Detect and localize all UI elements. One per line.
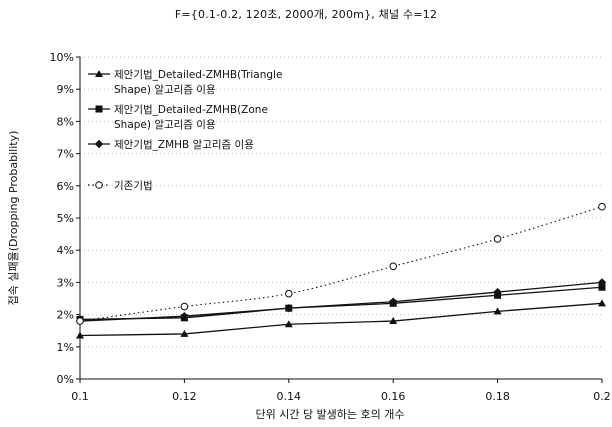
y-tick-label: 5% (57, 212, 74, 225)
y-tick-label: 0% (57, 373, 74, 386)
legend-item: 기존기법 (88, 180, 153, 192)
legend-triangle-marker (95, 70, 103, 77)
circle-marker (389, 262, 398, 271)
legend-label: Shape) 알고리즘 이용 (114, 84, 216, 96)
x-tick-label: 0.2 (593, 390, 611, 403)
legend-label: Shape) 알고리즘 이용 (114, 119, 216, 131)
triangle-marker (493, 307, 502, 315)
legend-label: 기존기법 (114, 180, 153, 192)
legend-circle-marker (95, 181, 103, 189)
y-axis-label: 접속 실패율(Dropping Probability) (7, 131, 20, 306)
legend-square-marker (95, 105, 103, 113)
y-tick-label: 9% (57, 83, 74, 96)
diamond-marker (180, 312, 189, 321)
y-tick-label: 8% (57, 115, 74, 128)
circle-marker (285, 289, 293, 298)
triangle-marker (389, 317, 398, 325)
legend-label: 제안기법_Detailed-ZMHB(Zone (114, 104, 268, 116)
y-tick-label: 7% (57, 148, 74, 161)
series-line (79, 206, 603, 322)
series-4 (76, 202, 606, 325)
series-line (79, 302, 603, 337)
triangle-marker (284, 320, 293, 328)
diamond-marker (284, 303, 293, 313)
triangle-marker (598, 299, 606, 307)
legend-label: 제안기법_Detailed-ZMHB(Triangle (114, 69, 282, 81)
data-series (75, 202, 607, 339)
legend-item: 제안기법_Detailed-ZMHB(Triangle Shape) 알고리즘 이… (88, 69, 282, 96)
series-line (79, 286, 603, 321)
diamond-marker (389, 297, 398, 306)
legend-diamond-marker (94, 139, 104, 149)
x-axis-ticks: 0.1 0.12 0.14 0.16 0.18 0.2 (71, 379, 611, 403)
y-tick-label: 6% (57, 180, 74, 193)
legend: 제안기법_Detailed-ZMHB(Triangle Shape) 알고리즘 이… (88, 69, 282, 192)
y-tick-label: 1% (57, 341, 74, 354)
legend-label: 제안기법_ZMHB 알고리즘 이용 (114, 139, 254, 151)
y-tick-label: 4% (57, 244, 74, 257)
diamond-marker (493, 287, 502, 297)
circle-marker (598, 202, 606, 211)
diamond-marker (597, 278, 607, 287)
y-tick-label: 3% (57, 276, 74, 289)
y-tick-label: 2% (57, 309, 74, 322)
y-axis-ticks: 0% 1% 2% 3% 4% 5% 6% 7% 8% 9% 10% (50, 51, 80, 386)
legend-item: 제안기법_Detailed-ZMHB(Zone Shape) 알고리즘 이용 (88, 104, 268, 131)
chart-title: F={0.1-0.2, 120초, 2000개, 200m}, 채널 수=12 (174, 8, 438, 21)
legend-item: 제안기법_ZMHB 알고리즘 이용 (88, 139, 254, 151)
circle-marker (180, 302, 189, 311)
series-1 (76, 299, 606, 339)
x-tick-label: 0.18 (485, 390, 510, 403)
circle-marker (493, 235, 502, 243)
series-line (79, 281, 603, 322)
x-tick-label: 0.14 (277, 390, 302, 403)
grid-lines (80, 56, 602, 348)
triangle-marker (180, 329, 189, 337)
triangle-marker (76, 331, 84, 339)
y-tick-label: 10% (50, 51, 74, 64)
x-axis-label: 단위 시간 당 발생하는 호의 개수 (255, 407, 404, 421)
circle-marker (76, 317, 84, 325)
square-marker (598, 283, 606, 291)
x-tick-label: 0.12 (172, 390, 197, 403)
series-3 (75, 278, 607, 326)
x-tick-label: 0.16 (381, 390, 406, 403)
x-tick-label: 0.1 (71, 390, 89, 403)
